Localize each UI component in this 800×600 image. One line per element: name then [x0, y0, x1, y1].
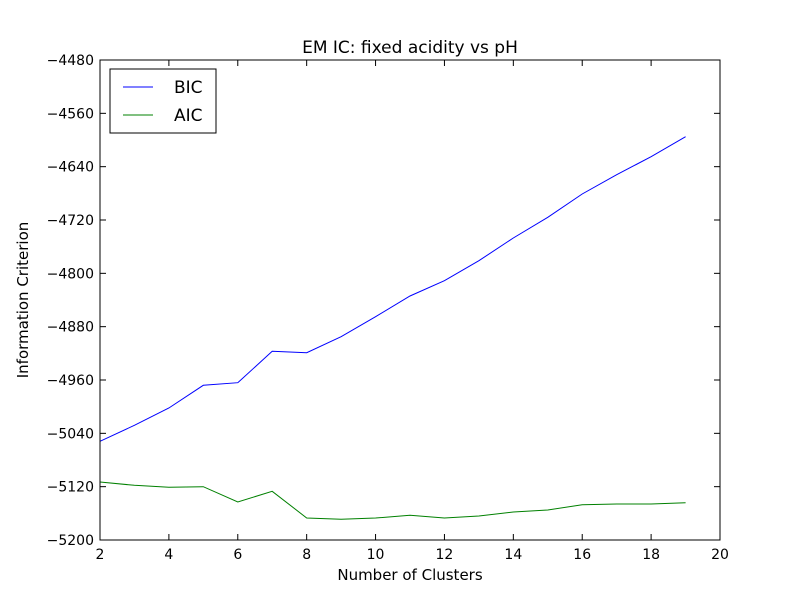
y-tick-label: −4960	[47, 373, 94, 389]
series-line-aic	[99, 481, 686, 520]
x-tick-label: 20	[711, 547, 729, 563]
y-axis-label: Information Criterion	[14, 222, 32, 379]
plot-frame	[99, 59, 721, 541]
x-tick-label: 18	[642, 547, 660, 563]
x-tick-label: 14	[504, 547, 522, 563]
y-tick-label: −4560	[47, 106, 94, 122]
y-tick-label: −5200	[47, 533, 94, 549]
chart-title: EM IC: fixed acidity vs pH	[302, 38, 518, 58]
y-tick-label: −4720	[47, 213, 94, 229]
legend-label-aic: AIC	[174, 106, 203, 126]
y-tick-label: −5120	[47, 480, 94, 496]
x-tick-label: 8	[302, 547, 311, 563]
x-axis-label: Number of Clusters	[337, 566, 482, 584]
x-tick-label: 16	[573, 547, 591, 563]
legend-box	[109, 68, 217, 134]
y-tick-label: −4800	[47, 266, 94, 282]
x-tick-label: 4	[164, 547, 173, 563]
y-axis-ticks: −4480 −4560 −4640 −4720 −4800 −4880 −4960 −5040…	[47, 53, 720, 549]
y-tick-label: −4480	[47, 53, 94, 69]
x-tick-label: 2	[96, 547, 105, 563]
y-tick-label: −4880	[47, 320, 94, 336]
y-tick-label: −4640	[47, 160, 94, 176]
x-tick-label: 12	[436, 547, 454, 563]
x-tick-label: 10	[367, 547, 385, 563]
legend: BIC AIC	[109, 68, 217, 134]
x-tick-label: 6	[233, 547, 242, 563]
plot-lines	[99, 136, 686, 520]
series-line-bic	[99, 136, 686, 442]
legend-label-bic: BIC	[174, 78, 203, 98]
x-axis-ticks: 2 4 6 8 10 12 14 16 18 20	[96, 60, 729, 563]
y-tick-label: −5040	[47, 426, 94, 442]
